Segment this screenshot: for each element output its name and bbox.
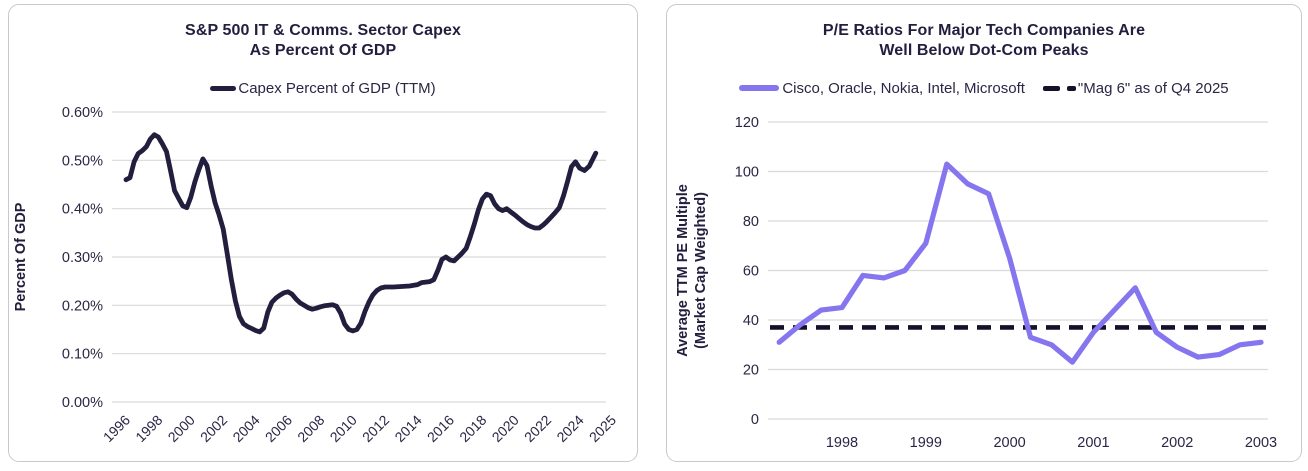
svg-text:2003: 2003 bbox=[1245, 435, 1277, 451]
svg-text:2002: 2002 bbox=[1161, 435, 1193, 451]
svg-text:2025: 2025 bbox=[586, 412, 619, 445]
svg-text:2012: 2012 bbox=[359, 412, 392, 445]
svg-text:1998: 1998 bbox=[132, 412, 165, 445]
svg-text:0: 0 bbox=[751, 412, 759, 428]
svg-text:2006: 2006 bbox=[262, 412, 295, 445]
svg-text:2018: 2018 bbox=[456, 412, 489, 445]
svg-text:1999: 1999 bbox=[910, 435, 942, 451]
capex-title-line1: S&P 500 IT & Comms. Sector Capex bbox=[185, 22, 461, 39]
svg-text:120: 120 bbox=[735, 115, 759, 131]
capex-legend-label: Capex Percent of GDP (TTM) bbox=[238, 79, 436, 97]
svg-text:2008: 2008 bbox=[294, 412, 327, 445]
pe-legend-item-companies: Cisco, Oracle, Nokia, Intel, Microsoft bbox=[739, 80, 1025, 97]
svg-text:2004: 2004 bbox=[229, 412, 262, 445]
mag6-dash-swatch-icon bbox=[1042, 85, 1076, 91]
pe-legend: Cisco, Oracle, Nokia, Intel, Microsoft "… bbox=[667, 76, 1301, 100]
capex-line-swatch-icon bbox=[210, 85, 237, 91]
svg-text:100: 100 bbox=[735, 165, 759, 181]
pe-line-swatch-icon bbox=[739, 85, 780, 91]
pe-chart-card: P/E Ratios For Major Tech Companies Are … bbox=[666, 4, 1302, 462]
capex-chart-plot: 0.00% 0.10% 0.20% 0.30% 0.40% 0.50% 0.60% 1996 1… bbox=[13, 105, 619, 445]
svg-text:0.60%: 0.60% bbox=[62, 105, 103, 121]
pe-title-line2: Well Below Dot-Com Peaks bbox=[879, 42, 1089, 59]
svg-text:2002: 2002 bbox=[197, 412, 230, 445]
svg-text:60: 60 bbox=[743, 264, 759, 280]
pe-title-line1: P/E Ratios For Major Tech Companies Are bbox=[822, 22, 1146, 39]
svg-text:2010: 2010 bbox=[327, 412, 360, 445]
capex-chart-card: S&P 500 IT & Comms. Sector Capex As Perc… bbox=[8, 4, 638, 462]
svg-text:0.50%: 0.50% bbox=[62, 153, 103, 169]
capex-chart-title: S&P 500 IT & Comms. Sector Capex As Perc… bbox=[9, 5, 637, 61]
pe-chart-plot: 0 20 40 60 80 100 120 1998 1999 2000 2001 2002 2003 A… bbox=[675, 115, 1277, 451]
svg-text:(Market Cap Weighted): (Market Cap Weighted) bbox=[693, 192, 709, 349]
pe-legend-label-companies: Cisco, Oracle, Nokia, Intel, Microsoft bbox=[782, 79, 1025, 97]
pe-legend-item-mag6: "Mag 6" as of Q4 2025 bbox=[1042, 79, 1229, 97]
svg-text:2000: 2000 bbox=[165, 412, 198, 445]
svg-text:2024: 2024 bbox=[553, 412, 586, 445]
svg-text:0.40%: 0.40% bbox=[62, 202, 103, 218]
capex-title-line2: As Percent Of GDP bbox=[249, 42, 397, 59]
svg-text:2022: 2022 bbox=[521, 412, 554, 445]
svg-text:2014: 2014 bbox=[391, 412, 424, 445]
svg-text:0.00%: 0.00% bbox=[62, 395, 103, 411]
svg-text:1996: 1996 bbox=[100, 412, 133, 445]
svg-text:40: 40 bbox=[743, 313, 759, 329]
svg-text:0.10%: 0.10% bbox=[62, 347, 103, 363]
capex-legend: Capex Percent of GDP (TTM) bbox=[9, 76, 637, 100]
svg-text:2020: 2020 bbox=[489, 412, 522, 445]
svg-text:80: 80 bbox=[743, 214, 759, 230]
svg-text:2001: 2001 bbox=[1077, 435, 1109, 451]
svg-text:Average TTM PE Multiple: Average TTM PE Multiple bbox=[675, 184, 691, 357]
svg-text:2000: 2000 bbox=[993, 435, 1025, 451]
pe-legend-label-mag6: "Mag 6" as of Q4 2025 bbox=[1077, 79, 1229, 97]
svg-text:0.20%: 0.20% bbox=[62, 298, 103, 314]
capex-legend-item: Capex Percent of GDP (TTM) bbox=[210, 79, 436, 97]
svg-text:1998: 1998 bbox=[826, 435, 858, 451]
svg-text:20: 20 bbox=[743, 363, 759, 379]
pe-chart-title: P/E Ratios For Major Tech Companies Are … bbox=[667, 5, 1301, 61]
svg-text:2016: 2016 bbox=[424, 412, 457, 445]
svg-text:0.30%: 0.30% bbox=[62, 250, 103, 266]
svg-text:Percent Of GDP: Percent Of GDP bbox=[13, 202, 29, 311]
